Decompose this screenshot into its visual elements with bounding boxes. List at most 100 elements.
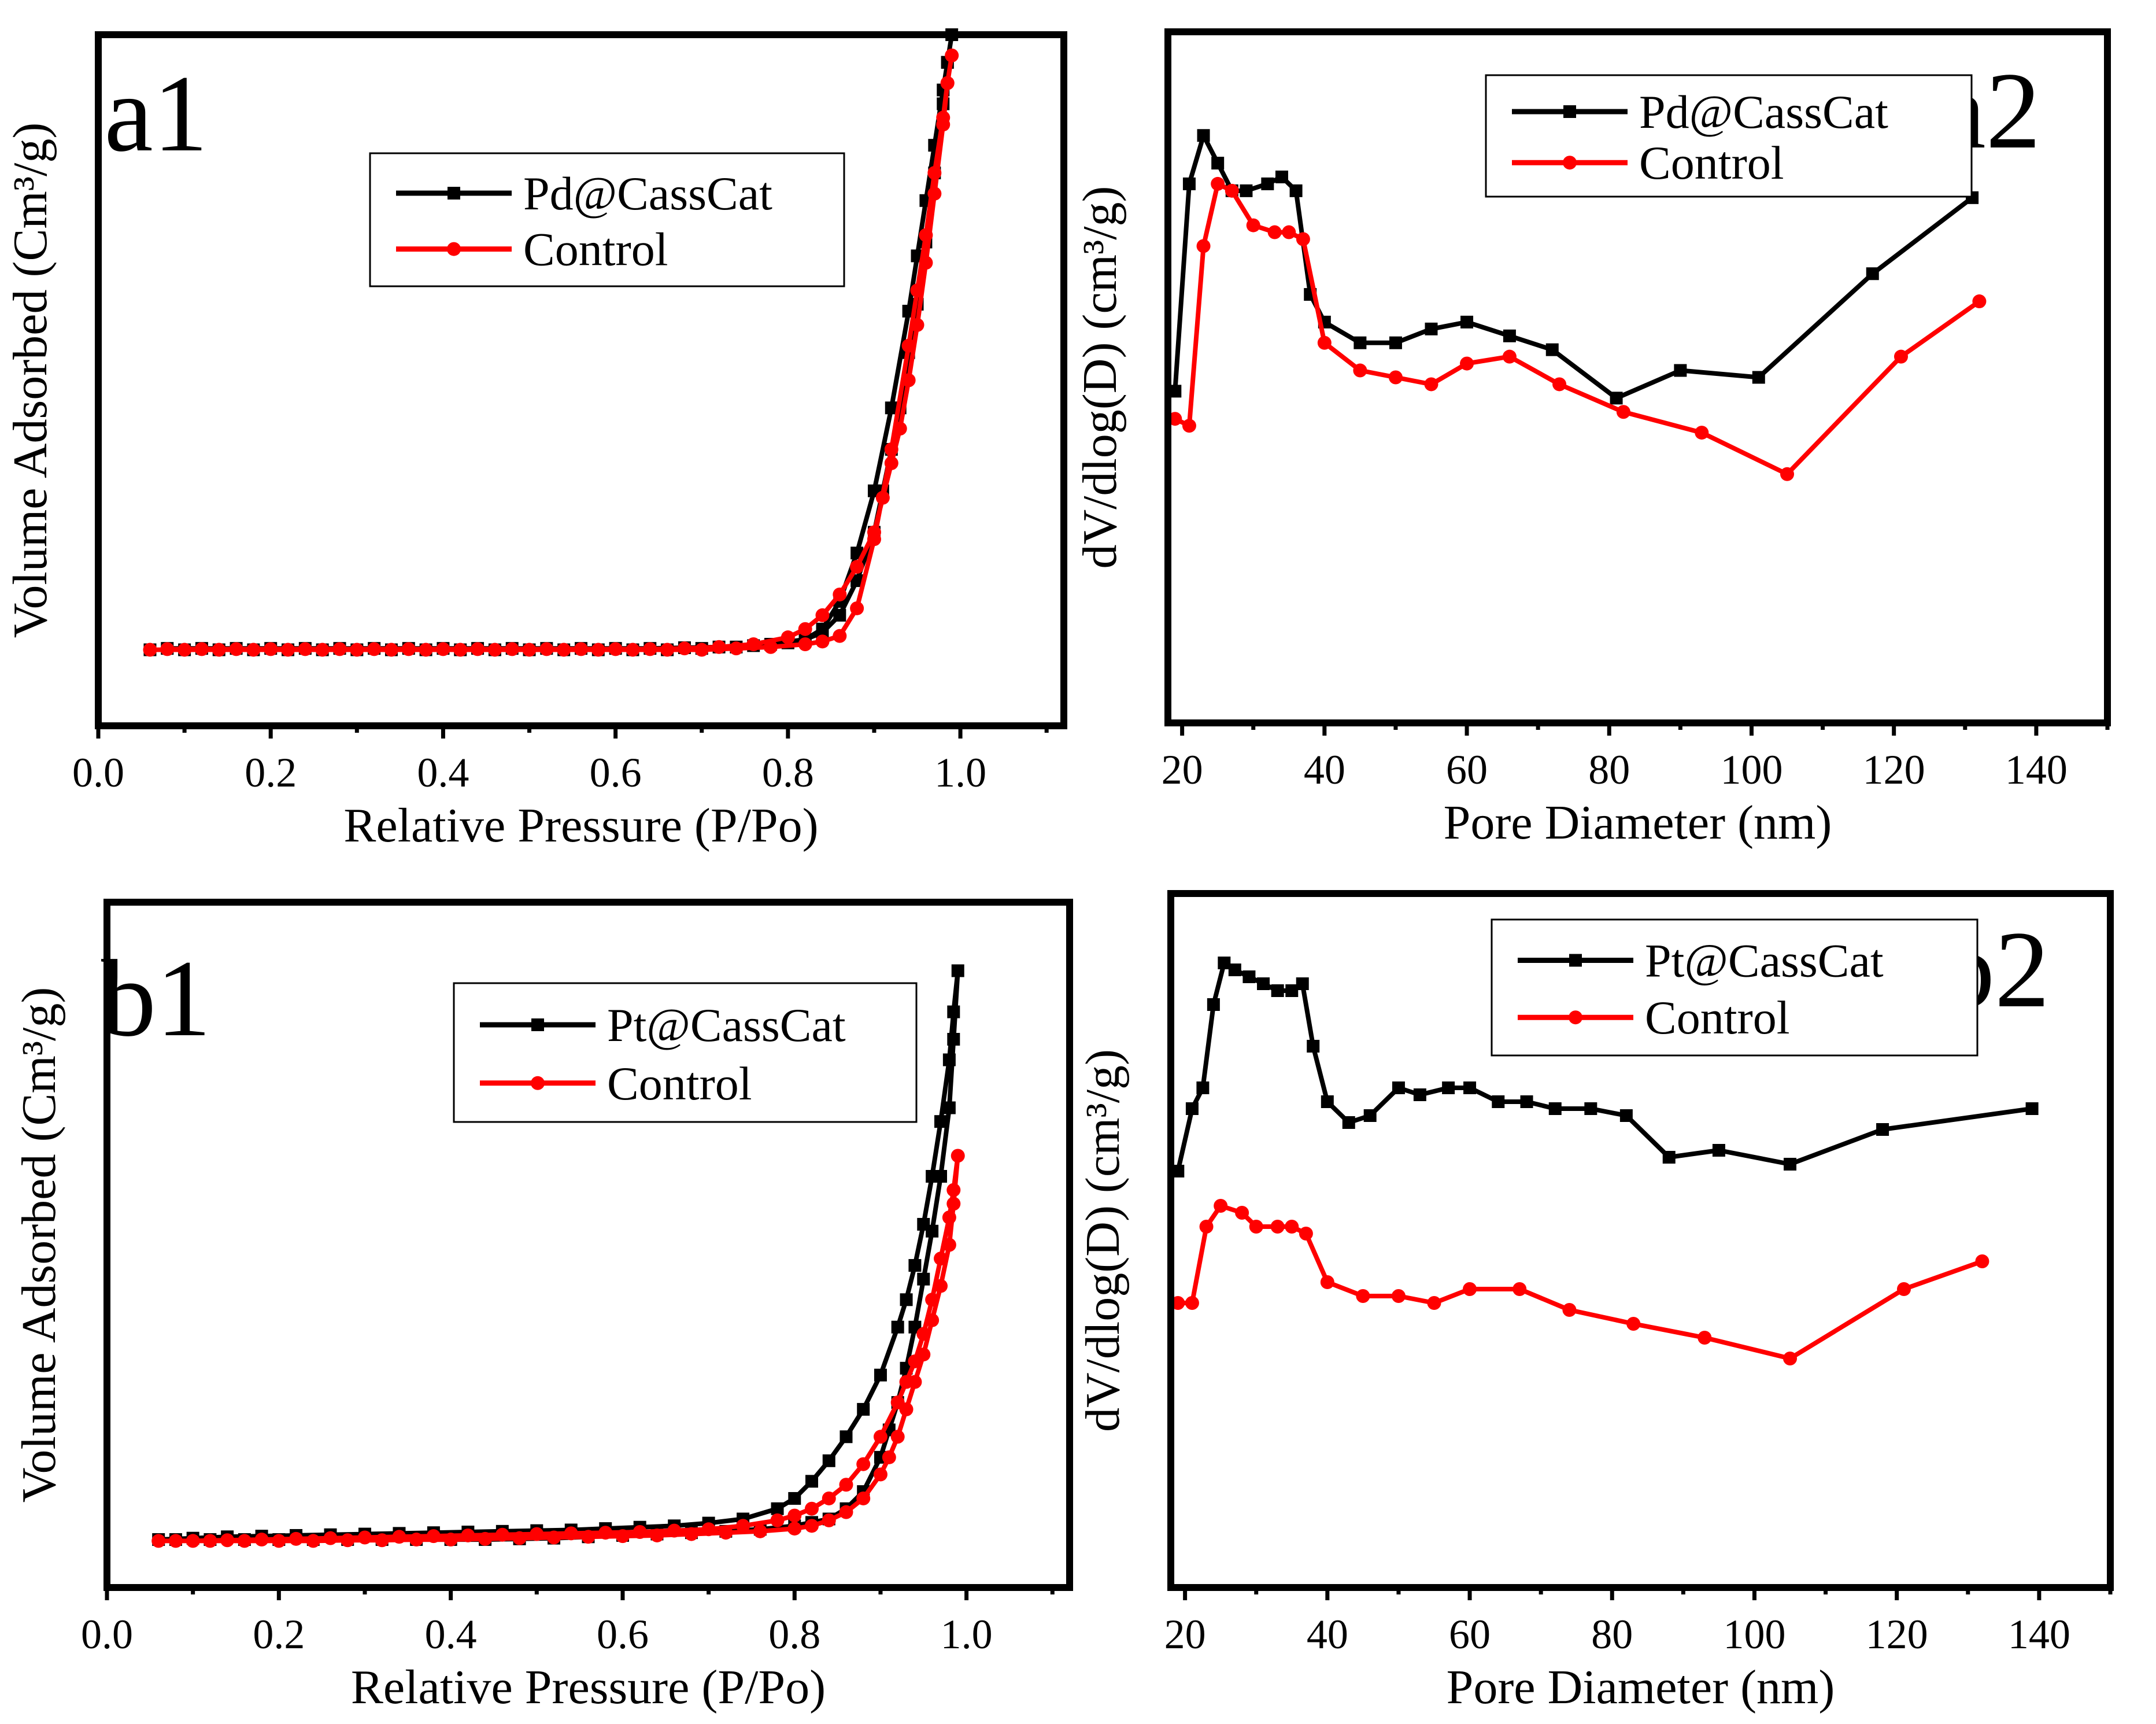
legend-entry-label: Control xyxy=(523,223,668,276)
data-point xyxy=(833,608,846,622)
legend: Pt@CassCat Control xyxy=(453,982,918,1123)
data-point xyxy=(1442,1081,1455,1094)
x-tick-label: 60 xyxy=(1446,747,1488,793)
data-point xyxy=(1427,1296,1441,1310)
data-point xyxy=(1503,329,1516,342)
data-point xyxy=(901,373,916,387)
data-point xyxy=(925,1293,940,1307)
legend-entry-label: Control xyxy=(1639,136,1784,189)
x-tick-label: 1.0 xyxy=(934,750,986,796)
data-point xyxy=(1196,239,1211,253)
data-point xyxy=(927,186,942,201)
data-point xyxy=(1780,467,1795,481)
data-point xyxy=(893,422,907,436)
data-point xyxy=(633,1525,647,1540)
data-point xyxy=(822,1513,836,1527)
data-point xyxy=(522,643,537,657)
data-point xyxy=(947,1005,960,1018)
chart-panel-a2: 20 40 60 80 100 120 140 Pore Diameter (nm) dV/dl… xyxy=(1073,28,2111,850)
data-point xyxy=(910,318,924,332)
x-tick-label: 0.4 xyxy=(425,1611,477,1657)
data-point xyxy=(910,283,924,298)
data-point xyxy=(168,1534,183,1548)
data-point xyxy=(1698,1331,1712,1345)
data-point xyxy=(919,256,933,270)
data-point xyxy=(770,1513,785,1527)
data-point xyxy=(1267,225,1282,239)
data-point xyxy=(1520,1095,1533,1108)
data-point xyxy=(598,1526,613,1540)
x-tick-label: 140 xyxy=(2005,747,2068,793)
data-point xyxy=(1235,1206,1249,1220)
data-point xyxy=(694,643,709,657)
x-tick-label: 0.8 xyxy=(762,750,814,796)
data-point xyxy=(798,622,812,636)
data-point xyxy=(1211,157,1225,170)
data-point xyxy=(306,1534,320,1548)
data-point xyxy=(857,1402,870,1416)
data-point xyxy=(839,1505,853,1519)
data-point xyxy=(1168,385,1182,398)
data-point xyxy=(719,1526,733,1540)
data-point xyxy=(927,166,942,180)
data-point xyxy=(1171,1165,1185,1177)
data-point xyxy=(1185,1296,1199,1310)
data-point xyxy=(1894,349,1908,364)
data-point xyxy=(942,1101,956,1114)
legend-entry-label: Pd@CassCat xyxy=(1639,86,1888,138)
data-point xyxy=(917,1272,930,1286)
data-point xyxy=(1712,1144,1725,1157)
data-point xyxy=(1388,370,1403,385)
data-point xyxy=(884,456,898,470)
legend-entry-label: Pd@CassCat xyxy=(523,167,772,220)
x-tick-label: 0.8 xyxy=(768,1611,820,1657)
data-point xyxy=(1752,371,1765,384)
legend-swatch-marker xyxy=(531,1018,544,1031)
data-point xyxy=(1228,963,1241,976)
x-tick-label: 0.0 xyxy=(81,1611,133,1657)
data-point xyxy=(1460,315,1474,328)
data-point xyxy=(891,1320,904,1334)
data-point xyxy=(1616,405,1630,419)
data-point xyxy=(660,643,675,657)
data-point xyxy=(1584,1102,1597,1115)
data-point xyxy=(850,574,864,588)
x-axis-label: Pore Diameter (nm) xyxy=(1444,796,1832,850)
series-line xyxy=(1173,133,1974,401)
data-point xyxy=(281,643,295,657)
data-point xyxy=(684,1527,698,1541)
data-point xyxy=(384,643,398,657)
data-point xyxy=(487,643,502,657)
data-point xyxy=(1249,1220,1263,1234)
data-point xyxy=(1296,977,1309,990)
data-point xyxy=(753,1524,767,1538)
data-point xyxy=(942,1238,956,1252)
data-point xyxy=(899,1402,914,1416)
panel-label: a1 xyxy=(104,53,208,175)
y-axis-label: dV/dlog(D) (cm³/g) xyxy=(1073,186,1127,568)
data-point xyxy=(900,1293,913,1306)
data-point xyxy=(856,1491,871,1505)
data-point xyxy=(478,1531,493,1546)
data-point xyxy=(1626,1317,1641,1331)
data-point xyxy=(833,587,847,601)
data-point xyxy=(1182,177,1196,190)
data-point xyxy=(1321,1095,1334,1108)
data-point xyxy=(901,338,916,353)
data-point xyxy=(667,1523,682,1538)
data-point xyxy=(254,1533,269,1547)
data-point xyxy=(908,1375,922,1389)
data-point xyxy=(919,228,933,242)
data-point xyxy=(471,642,485,656)
legend-swatch-marker xyxy=(1563,105,1576,118)
data-point xyxy=(1674,364,1687,377)
data-point xyxy=(194,642,209,656)
data-point xyxy=(1225,183,1239,198)
data-point xyxy=(315,643,330,657)
data-point xyxy=(840,1430,853,1444)
data-point xyxy=(1307,1040,1320,1053)
data-point xyxy=(873,1467,887,1482)
data-point xyxy=(884,442,898,456)
data-point xyxy=(1342,1116,1355,1129)
